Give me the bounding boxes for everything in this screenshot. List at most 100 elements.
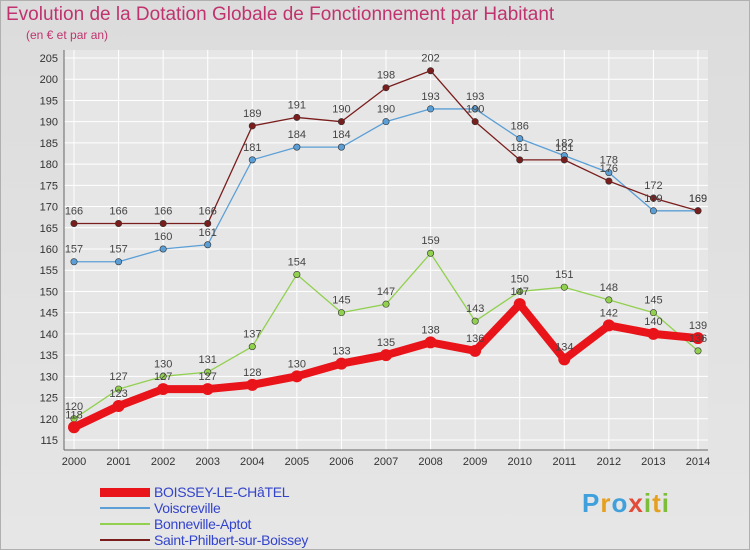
x-tick-label: 2013 bbox=[641, 456, 665, 468]
y-tick-label: 150 bbox=[40, 286, 58, 298]
data-point bbox=[694, 207, 702, 215]
data-point bbox=[424, 336, 437, 349]
data-label: 176 bbox=[600, 163, 618, 175]
data-point bbox=[427, 249, 435, 257]
y-tick-label: 145 bbox=[40, 308, 58, 320]
data-label: 181 bbox=[511, 142, 529, 154]
data-point bbox=[560, 156, 568, 164]
x-tick-label: 2007 bbox=[374, 456, 398, 468]
data-point bbox=[469, 344, 482, 357]
data-label: 131 bbox=[199, 354, 217, 366]
y-tick-label: 135 bbox=[40, 350, 58, 362]
y-tick-label: 165 bbox=[40, 223, 58, 235]
data-point bbox=[335, 357, 348, 370]
y-tick-label: 155 bbox=[40, 265, 58, 277]
y-tick-label: 120 bbox=[40, 414, 58, 426]
data-point bbox=[246, 378, 259, 391]
data-label: 191 bbox=[288, 99, 306, 111]
data-label: 148 bbox=[600, 282, 618, 294]
data-point bbox=[159, 372, 167, 380]
data-label: 157 bbox=[65, 244, 83, 256]
y-tick-label: 170 bbox=[40, 202, 58, 214]
data-label: 120 bbox=[65, 401, 83, 413]
y-tick-label: 160 bbox=[40, 244, 58, 256]
y-tick-label: 205 bbox=[40, 53, 58, 65]
data-point bbox=[427, 105, 435, 113]
logo-letter: i bbox=[643, 488, 653, 518]
data-label: 145 bbox=[332, 295, 350, 307]
data-point bbox=[112, 400, 125, 413]
data-point bbox=[290, 370, 303, 383]
legend-label-saint-philbert: Saint-Philbert-sur-Boissey bbox=[154, 532, 309, 548]
data-point bbox=[605, 296, 613, 304]
y-tick-label: 125 bbox=[40, 393, 58, 405]
data-point bbox=[337, 309, 345, 317]
y-tick-label: 175 bbox=[40, 180, 58, 192]
data-label: 130 bbox=[288, 358, 306, 370]
data-label: 135 bbox=[377, 337, 395, 349]
data-point bbox=[516, 135, 524, 143]
data-label: 190 bbox=[466, 104, 484, 116]
y-tick-label: 180 bbox=[40, 159, 58, 171]
data-point bbox=[248, 122, 256, 130]
data-label: 160 bbox=[154, 231, 172, 243]
x-tick-label: 2011 bbox=[552, 456, 576, 468]
legend-item-saint-philbert: Saint-Philbert-sur-Boissey bbox=[100, 532, 308, 548]
data-point bbox=[516, 287, 524, 295]
x-tick-label: 2001 bbox=[106, 456, 130, 468]
data-label: 193 bbox=[421, 91, 439, 103]
x-tick-label: 2000 bbox=[62, 456, 86, 468]
data-point bbox=[159, 245, 167, 253]
data-point bbox=[201, 383, 214, 396]
x-tick-label: 2010 bbox=[507, 456, 531, 468]
data-label: 184 bbox=[332, 129, 350, 141]
data-label: 136 bbox=[466, 333, 484, 345]
data-label: 166 bbox=[199, 206, 217, 218]
chart-subtitle: (en € et par an) bbox=[26, 28, 109, 42]
data-label: 145 bbox=[644, 295, 662, 307]
data-label: 147 bbox=[511, 286, 529, 298]
data-label: 134 bbox=[555, 341, 573, 353]
data-label: 166 bbox=[109, 206, 127, 218]
x-tick-label: 2005 bbox=[285, 456, 309, 468]
data-point bbox=[159, 220, 167, 228]
data-point bbox=[692, 332, 704, 345]
data-label: 198 bbox=[377, 70, 395, 82]
data-label: 136 bbox=[689, 333, 707, 345]
data-label: 169 bbox=[689, 193, 707, 205]
logo-letter: r bbox=[600, 488, 612, 518]
data-point bbox=[513, 298, 526, 311]
data-point bbox=[248, 156, 256, 164]
y-tick-label: 200 bbox=[40, 74, 58, 86]
proxiti-logo: Proxiti bbox=[582, 488, 670, 519]
data-point bbox=[70, 258, 78, 266]
legend: BOISSEY-LE-CHâTEL Voiscreville Bonnevill… bbox=[100, 484, 308, 548]
data-point bbox=[605, 169, 613, 177]
data-point bbox=[115, 220, 123, 228]
data-point bbox=[471, 105, 479, 113]
data-label: 150 bbox=[511, 273, 529, 285]
data-point bbox=[649, 207, 657, 215]
data-point bbox=[471, 118, 479, 126]
y-tick-label: 140 bbox=[40, 329, 58, 341]
x-tick-label: 2009 bbox=[463, 456, 487, 468]
data-point bbox=[382, 118, 390, 126]
data-point bbox=[427, 67, 435, 75]
data-label: 151 bbox=[555, 269, 573, 281]
y-tick-label: 115 bbox=[40, 435, 58, 447]
y-tick-label: 190 bbox=[40, 117, 58, 129]
data-point bbox=[293, 113, 301, 121]
data-point bbox=[293, 270, 301, 278]
data-point bbox=[115, 385, 123, 393]
legend-swatch-bonneville bbox=[100, 523, 150, 525]
x-tick-label: 2004 bbox=[240, 456, 264, 468]
x-tick-label: 2014 bbox=[686, 456, 710, 468]
x-tick-label: 2003 bbox=[195, 456, 219, 468]
data-label: 184 bbox=[288, 129, 306, 141]
legend-item-bonneville: Bonneville-Aptot bbox=[100, 516, 308, 532]
data-point bbox=[558, 353, 571, 366]
data-label: 127 bbox=[154, 371, 172, 383]
data-label: 154 bbox=[288, 256, 306, 268]
data-label: 128 bbox=[243, 367, 261, 379]
